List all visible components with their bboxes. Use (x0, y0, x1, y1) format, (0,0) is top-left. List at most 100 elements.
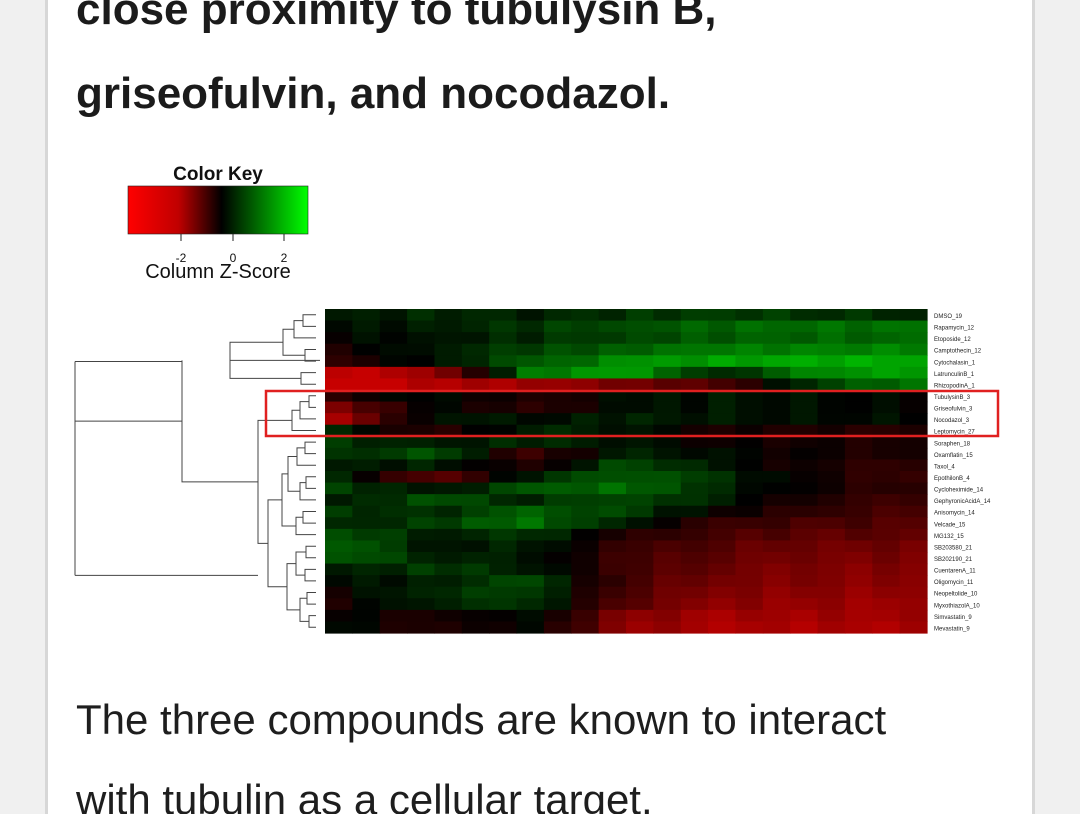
heatmap-cell (817, 378, 846, 391)
heatmap-cell (790, 598, 819, 611)
heatmap-cell (461, 471, 490, 484)
heading-line-2: griseofulvin, and nocodazol. (76, 69, 671, 118)
heatmap-cell (571, 563, 600, 576)
heatmap-cell (899, 413, 928, 426)
heatmap-cell (543, 586, 572, 599)
article-paragraph: The three compounds are known to interac… (76, 680, 1006, 814)
heatmap-cell (571, 609, 600, 623)
dendrogram-branch (293, 320, 316, 339)
heatmap-cell (653, 575, 682, 588)
row-label: Griseofulvin_3 (934, 407, 973, 413)
heatmap-cell (598, 378, 627, 391)
heatmap-cell (379, 563, 408, 576)
heatmap-cell (407, 447, 436, 461)
heatmap-cell (352, 332, 381, 345)
row-label: Anisomycin_14 (934, 511, 975, 517)
heatmap-cell (626, 540, 654, 553)
heatmap-cell (325, 447, 353, 461)
heatmap-cell (844, 482, 873, 495)
heatmap-cell (379, 436, 408, 449)
heatmap-cell (762, 471, 791, 484)
heatmap-cell (899, 552, 928, 565)
heatmap-cell (735, 505, 764, 518)
heatmap-cell (598, 598, 627, 611)
heatmap-cell (407, 320, 436, 333)
heatmap-cell (407, 471, 436, 484)
heatmap-cell (844, 563, 873, 576)
heatmap-cell (680, 598, 709, 611)
heatmap-cell (325, 355, 353, 368)
heatmap-cell (571, 320, 600, 333)
heatmap-cell (899, 447, 928, 461)
heatmap-cell (680, 436, 709, 449)
heatmap-cell (598, 505, 627, 518)
row-label: Oligomycin_11 (934, 580, 974, 586)
heatmap-cell (352, 401, 381, 414)
dendrogram-branch (291, 409, 316, 431)
heatmap-cell (571, 540, 600, 553)
heatmap-cell (489, 482, 518, 495)
heatmap-cell (352, 424, 381, 437)
heatmap-cell (708, 598, 737, 611)
heatmap-cell (352, 309, 381, 322)
heatmap-cell (899, 494, 928, 507)
heatmap-cell (379, 482, 408, 495)
heatmap-cell (735, 355, 764, 368)
color-key-gradient (127, 185, 309, 235)
heatmap-cell (461, 563, 490, 576)
heatmap-cell (434, 413, 463, 426)
heatmap-cell (379, 401, 408, 414)
heatmap-cell (817, 366, 846, 380)
heatmap-cell (735, 540, 764, 553)
heatmap-cell (708, 320, 737, 333)
heatmap-cell (817, 332, 846, 345)
heatmap-cell (872, 621, 901, 634)
heatmap-cell (325, 586, 353, 599)
heatmap-cell (844, 355, 873, 368)
heatmap-cell (379, 343, 408, 356)
heatmap-cell (352, 609, 381, 623)
heatmap-cell (844, 621, 873, 634)
row-label: Camptothecin_12 (934, 349, 982, 355)
heatmap-cell (817, 309, 846, 322)
heatmap-cell (407, 609, 436, 623)
heatmap-cell (325, 343, 353, 356)
heatmap-cell (680, 575, 709, 588)
heatmap-cell (434, 378, 463, 391)
heatmap-cell (461, 390, 490, 403)
heatmap-cell (899, 540, 928, 553)
heatmap-cell (516, 494, 545, 507)
heatmap-cell (325, 494, 353, 507)
heatmap-cell (407, 343, 436, 356)
heatmap-cell (598, 540, 627, 553)
heatmap-cell (626, 436, 654, 449)
heatmap-cell (434, 401, 463, 414)
heatmap-cell (872, 447, 901, 461)
heatmap-cell (872, 528, 901, 542)
heatmap-cell (489, 459, 518, 472)
heatmap-cell (899, 563, 928, 576)
heatmap-cell (762, 459, 791, 472)
heatmap-cell (489, 528, 518, 542)
dendrogram-branch (181, 360, 258, 483)
heatmap-cell (379, 309, 408, 322)
heatmap-cell (653, 401, 682, 414)
heatmap-cell (872, 309, 901, 322)
heatmap-cell (653, 482, 682, 495)
heatmap-cell (598, 459, 627, 472)
heatmap-cell (543, 517, 572, 530)
heatmap-cell (735, 528, 764, 542)
heatmap-cell (325, 413, 353, 426)
heatmap-cell (516, 459, 545, 472)
heatmap-cell (817, 355, 846, 368)
heatmap-cell (516, 540, 545, 553)
dendrogram-branch (267, 499, 287, 588)
heatmap-cell (325, 609, 353, 623)
heatmap-cell (680, 413, 709, 426)
heatmap-cell (407, 528, 436, 542)
heatmap-cell (653, 494, 682, 507)
heatmap-cell (680, 494, 709, 507)
heatmap-cell (516, 621, 545, 634)
heatmap-cell (626, 471, 654, 484)
heatmap-cell (680, 355, 709, 368)
